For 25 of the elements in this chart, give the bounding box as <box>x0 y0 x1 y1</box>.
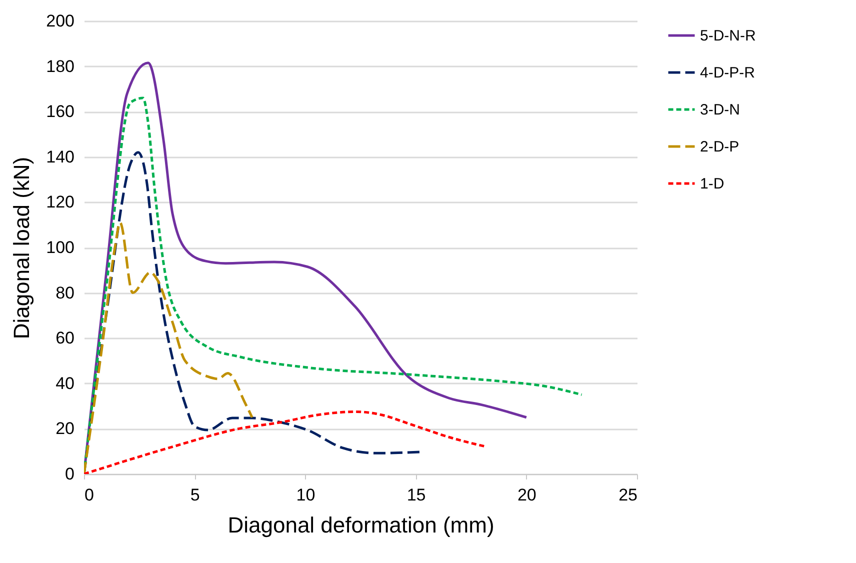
y-tick-label: 180 <box>46 56 74 76</box>
legend-label: 5-D-N-R <box>700 28 756 44</box>
y-tick-label: 140 <box>46 147 74 166</box>
y-tick-label: 80 <box>56 283 74 302</box>
y-tick-label: 200 <box>46 12 74 30</box>
y-tick-label: 20 <box>56 419 74 438</box>
y-tick-label: 160 <box>46 102 74 122</box>
y-tick-label: 100 <box>46 238 74 257</box>
y-axis-title: Diagonal load (kN) <box>9 156 34 340</box>
y-tick-label: 120 <box>46 192 74 212</box>
legend-label: 2-D-P <box>700 138 740 156</box>
x-tick-label: 15 <box>406 486 426 504</box>
x-tick-label: 10 <box>296 486 316 504</box>
line-series <box>84 221 254 474</box>
legend-label: 3-D-N <box>700 102 740 118</box>
y-tick-label: 0 <box>65 464 74 484</box>
y-tick-label: 40 <box>56 374 74 393</box>
legend-label: 1-D <box>700 176 724 192</box>
x-tick-label: 5 <box>190 486 200 504</box>
x-tick-label: 25 <box>618 486 638 504</box>
y-tick-label: 60 <box>56 328 74 348</box>
x-tick-label: 0 <box>84 486 94 504</box>
x-axis-title: Diagonal deformation (mm) <box>228 512 494 538</box>
x-tick-label: 20 <box>517 486 536 504</box>
legend-label: 4-D-P-R <box>700 64 756 82</box>
